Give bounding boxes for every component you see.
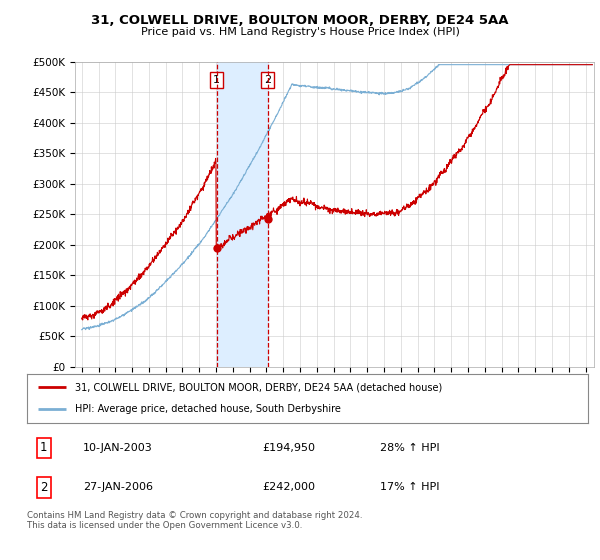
Text: HPI: Average price, detached house, South Derbyshire: HPI: Average price, detached house, Sout… [74,404,341,414]
Text: Price paid vs. HM Land Registry's House Price Index (HPI): Price paid vs. HM Land Registry's House … [140,27,460,37]
Text: 27-JAN-2006: 27-JAN-2006 [83,483,153,492]
Text: 10-JAN-2003: 10-JAN-2003 [83,443,153,452]
Text: 17% ↑ HPI: 17% ↑ HPI [380,483,440,492]
Text: 2: 2 [40,481,47,494]
Text: £194,950: £194,950 [263,443,316,452]
Text: 31, COLWELL DRIVE, BOULTON MOOR, DERBY, DE24 5AA (detached house): 31, COLWELL DRIVE, BOULTON MOOR, DERBY, … [74,382,442,393]
Text: 2: 2 [264,75,271,85]
Text: 1: 1 [40,441,47,454]
Text: Contains HM Land Registry data © Crown copyright and database right 2024.
This d: Contains HM Land Registry data © Crown c… [27,511,362,530]
Text: 28% ↑ HPI: 28% ↑ HPI [380,443,440,452]
Text: £242,000: £242,000 [263,483,316,492]
Bar [217,62,268,367]
Text: 31, COLWELL DRIVE, BOULTON MOOR, DERBY, DE24 5AA: 31, COLWELL DRIVE, BOULTON MOOR, DERBY, … [91,14,509,27]
Text: 1: 1 [213,75,220,85]
